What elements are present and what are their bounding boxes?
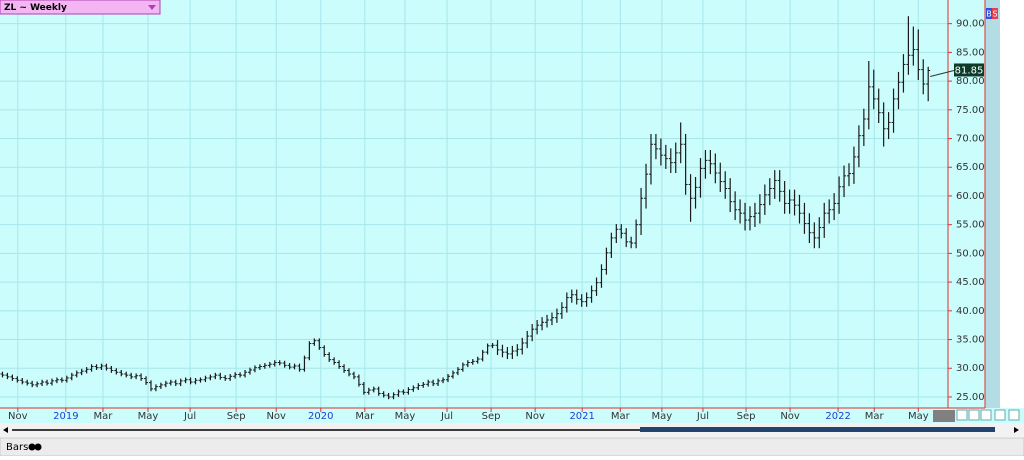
bars bbox=[0, 16, 931, 400]
badge: B bbox=[986, 10, 992, 19]
toolbar-icon[interactable] bbox=[34, 443, 42, 451]
grid bbox=[0, 0, 948, 408]
y-tick-label: 70.00 bbox=[956, 134, 985, 145]
nav-button[interactable] bbox=[1008, 409, 1020, 421]
x-tick-label: Sep bbox=[227, 411, 246, 422]
x-tick-label: Jul bbox=[183, 411, 196, 422]
nav-button[interactable] bbox=[980, 409, 992, 421]
scroll-end bbox=[933, 410, 955, 422]
chart-title: ZL ~ Weekly bbox=[4, 3, 67, 13]
x-tick-label: Nov bbox=[525, 411, 545, 422]
x-tick-label: 2021 bbox=[569, 411, 594, 422]
scroll-thumb[interactable] bbox=[640, 427, 995, 432]
x-tick-label: Sep bbox=[737, 411, 756, 422]
y-tick-label: 80.00 bbox=[956, 76, 985, 87]
x-tick-label: May bbox=[395, 411, 416, 422]
y-tick-label: 40.00 bbox=[956, 306, 985, 317]
x-tick-label: 2019 bbox=[53, 411, 78, 422]
toolbar-icon[interactable] bbox=[28, 443, 36, 451]
y-tick-label: 35.00 bbox=[956, 335, 985, 346]
last-price-pointer bbox=[930, 69, 955, 77]
scroll-left[interactable] bbox=[3, 427, 8, 433]
x-tick-label: Nov bbox=[266, 411, 286, 422]
labels: 25.00 30.00 35.00 40.00 45.00 50.00 55.00 60.00… bbox=[8, 19, 985, 422]
x-axis-band bbox=[0, 408, 1024, 423]
last-price-box bbox=[954, 63, 984, 77]
last-price-label: 81.85 bbox=[955, 65, 984, 76]
dropdown-arrow[interactable] bbox=[148, 5, 156, 10]
x-tick-label: Mar bbox=[865, 411, 885, 422]
x-tick-label: Mar bbox=[611, 411, 631, 422]
side-strip bbox=[985, 0, 1000, 408]
badge-box[interactable] bbox=[986, 8, 992, 19]
toolbar-label: Bars bbox=[6, 442, 28, 453]
y-tick-label: 30.00 bbox=[956, 363, 985, 374]
toolbar bbox=[0, 437, 1024, 457]
y-tick-label: 65.00 bbox=[956, 162, 985, 173]
title-box[interactable] bbox=[0, 0, 161, 15]
nav-button[interactable] bbox=[994, 409, 1006, 421]
y-tick-label: 75.00 bbox=[956, 105, 985, 116]
x-tick-label: May bbox=[908, 411, 929, 422]
x-tick-label: May bbox=[138, 411, 159, 422]
x-tick-label: Mar bbox=[355, 411, 375, 422]
y-tick-label: 25.00 bbox=[956, 392, 985, 403]
y-tick-label: 60.00 bbox=[956, 191, 985, 202]
y-tick-label: 50.00 bbox=[956, 248, 985, 259]
y-tick-label: 85.00 bbox=[956, 47, 985, 58]
x-tick-label: Sep bbox=[482, 411, 501, 422]
y-tick-label: 55.00 bbox=[956, 220, 985, 231]
nav-button[interactable] bbox=[968, 409, 980, 421]
x-tick-label: May bbox=[652, 411, 673, 422]
x-tick-label: Mar bbox=[94, 411, 114, 422]
x-tick-label: 2020 bbox=[308, 411, 333, 422]
y-tick-label: 45.00 bbox=[956, 277, 985, 288]
badge: S bbox=[992, 10, 997, 19]
y-tick-label: 90.00 bbox=[956, 19, 985, 30]
x-tick-label: Nov bbox=[8, 411, 28, 422]
badge-box[interactable] bbox=[992, 8, 998, 19]
nav-icons bbox=[956, 409, 1020, 421]
x-tick-label: Jul bbox=[440, 411, 453, 422]
x-tick-label: Jul bbox=[696, 411, 709, 422]
nav-button[interactable] bbox=[956, 409, 968, 421]
scroll-right[interactable] bbox=[1014, 427, 1019, 433]
x-tick-label: 2022 bbox=[825, 411, 850, 422]
x-tick-label: Nov bbox=[780, 411, 800, 422]
